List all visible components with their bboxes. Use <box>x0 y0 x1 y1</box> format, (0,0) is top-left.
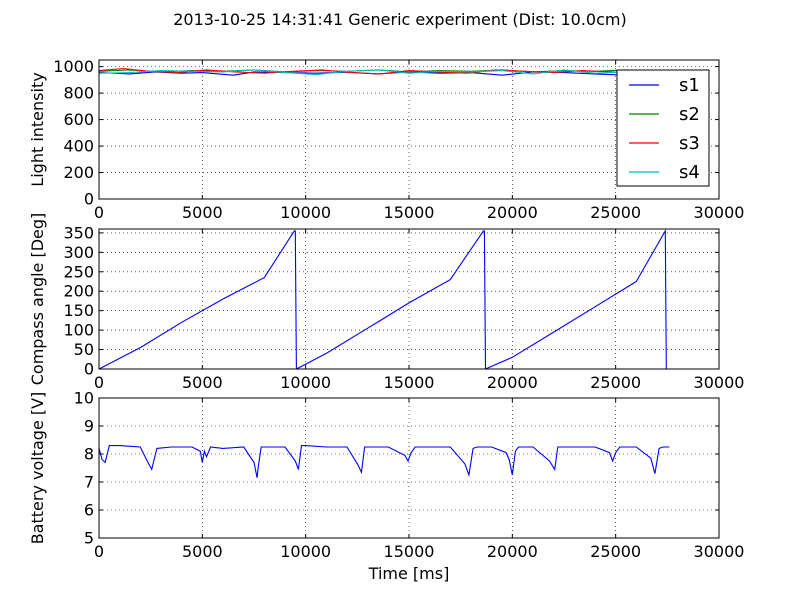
x-tick-label: 0 <box>94 203 104 222</box>
series-line-3-1 <box>99 445 670 478</box>
y-tick-label: 0 <box>84 190 94 209</box>
series-line-s4 <box>99 69 670 76</box>
y-tick-label: 50 <box>74 340 94 359</box>
x-tick-label: 15000 <box>384 203 435 222</box>
legend-box <box>616 69 710 187</box>
x-tick-label: 0 <box>94 373 104 392</box>
y-tick-label: 350 <box>63 223 94 242</box>
y-tick-label: 800 <box>63 84 94 103</box>
x-tick-label: 15000 <box>384 542 435 561</box>
x-tick-label: 10000 <box>280 203 331 222</box>
y-tick-label: 6 <box>84 501 94 520</box>
y-tick-label: 5 <box>84 529 94 548</box>
y-tick-label: 400 <box>63 137 94 156</box>
y-axis-label: Compass angle [Deg] <box>28 213 47 386</box>
series-line-2-1 <box>99 229 667 369</box>
chart-1: 0 5000 10000 15000 20000 25000 30000 0 200 400 600… <box>28 57 744 222</box>
legend-label-s4: s4 <box>679 162 700 183</box>
x-tick-label: 5000 <box>182 203 223 222</box>
y-tick-label: 8 <box>84 445 94 464</box>
legend-label-s1: s1 <box>679 75 700 96</box>
y-tick-label: 250 <box>63 262 94 281</box>
x-tick-label: 0 <box>94 542 104 561</box>
x-tick-label: 5000 <box>182 373 223 392</box>
figure-title: 2013-10-25 14:31:41 Generic experiment (… <box>173 10 626 29</box>
y-axis-label: Light intensity <box>28 72 47 186</box>
x-tick-label: 15000 <box>384 373 435 392</box>
x-tick-label: 10000 <box>280 373 331 392</box>
x-tick-label: 30000 <box>694 542 745 561</box>
legend-label-s3: s3 <box>679 133 700 154</box>
x-tick-label: 5000 <box>182 542 223 561</box>
legend-label-s2: s2 <box>679 104 700 125</box>
y-tick-label: 10 <box>74 389 94 408</box>
y-tick-label: 200 <box>63 282 94 301</box>
plots-group: 0 5000 10000 15000 20000 25000 300000200400600… <box>28 57 744 583</box>
chart-2: 0 5000 10000 15000 20000 25000 300000501001502… <box>28 213 744 392</box>
chart-3: 0 5000 10000 15000 20000 25000 30000 5 6 7 8 9 10 Bat… <box>28 389 744 584</box>
y-tick-label: 600 <box>63 110 94 129</box>
x-tick-label: 25000 <box>590 203 641 222</box>
y-tick-label: 7 <box>84 473 94 492</box>
x-tick-label: 25000 <box>590 373 641 392</box>
legend: s1 s2 s3 s4 <box>616 69 710 187</box>
x-tick-label: 20000 <box>487 542 538 561</box>
x-tick-label: 10000 <box>280 542 331 561</box>
y-tick-label: 100 <box>63 321 94 340</box>
x-tick-label: 30000 <box>694 373 745 392</box>
y-tick-label: 1000 <box>53 57 94 76</box>
x-tick-label: 20000 <box>487 373 538 392</box>
y-tick-label: 300 <box>63 243 94 262</box>
y-tick-label: 150 <box>63 301 94 320</box>
y-tick-label: 0 <box>84 360 94 379</box>
x-tick-label: 30000 <box>694 203 745 222</box>
x-tick-label: 25000 <box>590 542 641 561</box>
x-axis-label: Time [ms] <box>368 564 450 583</box>
y-tick-label: 200 <box>63 163 94 182</box>
y-tick-label: 9 <box>84 417 94 436</box>
y-axis-label: Battery voltage [V] <box>28 392 47 545</box>
x-tick-label: 20000 <box>487 203 538 222</box>
